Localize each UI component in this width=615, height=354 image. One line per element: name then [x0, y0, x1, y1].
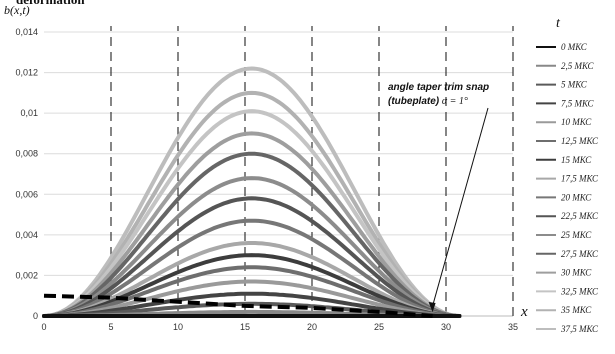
annotation-alpha: α = 1° [442, 96, 468, 107]
trim-line-group [43, 293, 433, 318]
series-line-27-5 [42, 151, 462, 318]
annotation: angle taper trim snap (tubeplate) α = 1° [388, 82, 489, 312]
legend-entry: 30 МКС [560, 268, 592, 278]
legend-entry: 25 МКС [561, 230, 592, 240]
y-tick-label: 0,008 [15, 149, 38, 159]
legend-entry: 12,5 МКС [561, 136, 599, 146]
y-tick-label: 0,012 [15, 68, 38, 78]
series-line-12-5 [42, 265, 462, 318]
legend-entry: 0 МКС [561, 42, 588, 52]
x-tick-label: 10 [173, 322, 183, 332]
legend-entry: 10 МКС [561, 117, 592, 127]
legend-entry: 37,5 МКС [560, 324, 599, 334]
legend-entry: 20 МКС [561, 192, 592, 202]
x-tick-label: 0 [41, 322, 46, 332]
annotation-line1: angle taper trim snap [388, 82, 489, 93]
legend-entry: 35 МКС [560, 305, 592, 315]
series-line-25 [42, 176, 462, 318]
top-text: deformation [16, 0, 85, 7]
tick-labels: 0 0,002 0,004 0,006 0,008 0,01 0,012 0,014 0 5 10 1… [15, 27, 518, 332]
y-axis-title: b(x,t) [4, 3, 30, 17]
x-tick-label: 35 [508, 322, 518, 332]
series-line-20 [42, 218, 462, 318]
series-line-22-5 [42, 196, 462, 318]
y-tick-label: 0 [33, 311, 38, 321]
legend-entry: 22,5 МКС [561, 211, 599, 221]
series-line-7-5 [42, 291, 462, 318]
annotation-line2: (tubeplate) α = 1° [388, 96, 468, 107]
x-tick-label: 5 [108, 322, 113, 332]
annotation-arrowhead [428, 301, 436, 312]
series-line-10 [42, 279, 462, 318]
x-tick-label: 30 [441, 322, 451, 332]
legend-entry: 32,5 МКС [560, 286, 599, 296]
series-line-35 [42, 90, 462, 318]
legend-entry: 2,5 МКС [561, 61, 595, 71]
x-tick-label: 20 [307, 322, 317, 332]
legend-title: t [556, 16, 561, 31]
trim-line [43, 293, 433, 318]
y-tick-label: 0,014 [15, 27, 38, 37]
annotation-tubeplate: (tubeplate) [388, 96, 440, 107]
x-tick-label: 25 [374, 322, 384, 332]
legend-entry: 27,5 МКС [561, 249, 599, 259]
y-tick-label: 0,006 [15, 189, 38, 199]
series-line-37-5 [42, 66, 462, 318]
legend-entry: 15 МКС [561, 155, 592, 165]
y-tick-label: 0,002 [15, 270, 38, 280]
x-axis-title: x [520, 304, 528, 320]
series-line-15 [42, 253, 462, 318]
y-tick-label: 0,01 [20, 108, 38, 118]
legend: 0 МКС 2,5 МКС 5 МКС 7,5 МКС 10 МКС 12,5 МКС 15… [536, 42, 599, 334]
y-tick-label: 0,004 [15, 230, 38, 240]
series-line-17-5 [42, 241, 462, 318]
x-tick-label: 15 [240, 322, 250, 332]
series-group [42, 66, 462, 318]
legend-entry: 7,5 МКС [561, 98, 595, 108]
legend-entry: 5 МКС [561, 80, 588, 90]
legend-entry: 17,5 МКС [561, 174, 599, 184]
annotation-arrow-line [432, 107, 489, 307]
series-line-30 [42, 131, 462, 318]
series-line-32-5 [42, 109, 462, 318]
